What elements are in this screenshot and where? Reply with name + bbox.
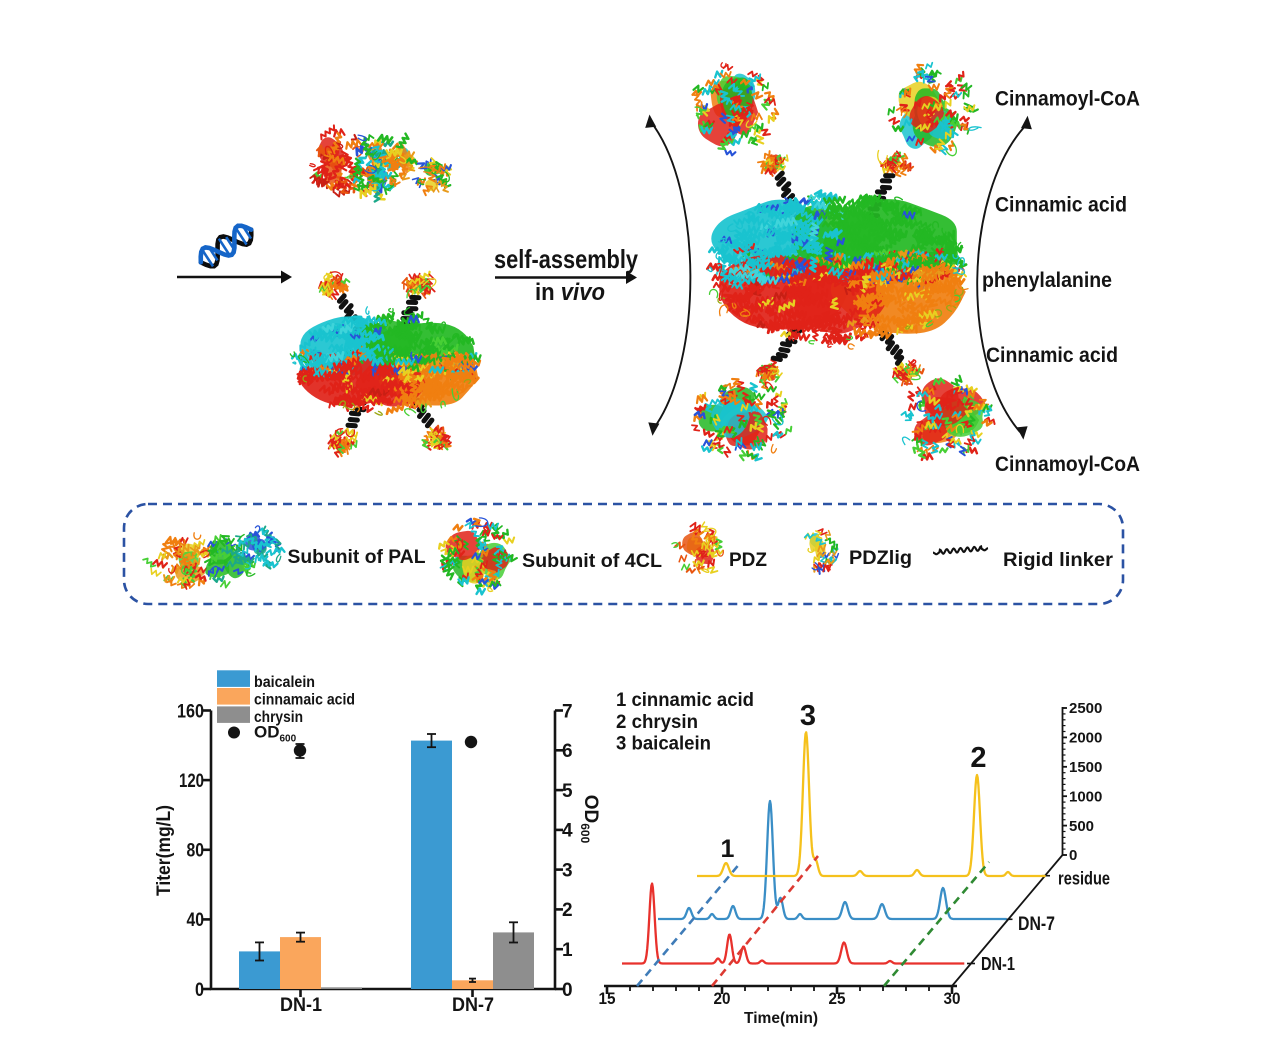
- svg-text:0: 0: [1069, 847, 1077, 864]
- svg-text:500: 500: [1069, 818, 1094, 835]
- svg-text:DN-1: DN-1: [280, 994, 322, 1016]
- svg-text:3 baicalein: 3 baicalein: [616, 734, 711, 755]
- svg-text:Titer(mg/L): Titer(mg/L): [153, 805, 175, 896]
- svg-text:cinnamaic acid: cinnamaic acid: [254, 692, 355, 709]
- svg-text:120: 120: [179, 771, 204, 792]
- svg-text:3: 3: [562, 860, 573, 881]
- svg-text:DN-7: DN-7: [452, 994, 494, 1016]
- svg-text:Rigid linker: Rigid linker: [1003, 550, 1114, 571]
- svg-text:in vivo: in vivo: [535, 279, 605, 306]
- svg-text:baicalein: baicalein: [254, 674, 315, 691]
- svg-text:2000: 2000: [1069, 730, 1102, 747]
- svg-text:1 cinnamic acid: 1 cinnamic acid: [616, 690, 754, 711]
- svg-text:15: 15: [599, 989, 616, 1008]
- svg-text:Cinnamic acid: Cinnamic acid: [986, 344, 1118, 367]
- svg-text:160: 160: [177, 701, 204, 722]
- svg-text:40: 40: [187, 910, 205, 931]
- svg-text:Cinnamoyl-CoA: Cinnamoyl-CoA: [995, 453, 1140, 476]
- svg-text:5: 5: [562, 781, 573, 802]
- svg-text:1: 1: [721, 835, 735, 863]
- svg-text:PDZ: PDZ: [729, 550, 767, 571]
- svg-text:DN-7: DN-7: [1018, 914, 1055, 935]
- svg-text:residue: residue: [1058, 869, 1110, 889]
- svg-text:7: 7: [562, 701, 573, 722]
- svg-text:Time(min): Time(min): [744, 1010, 818, 1027]
- svg-text:phenylalanine: phenylalanine: [982, 269, 1112, 292]
- svg-text:2: 2: [562, 900, 573, 921]
- svg-text:1000: 1000: [1069, 788, 1102, 805]
- svg-text:2500: 2500: [1069, 700, 1102, 717]
- svg-text:1: 1: [562, 940, 573, 961]
- svg-text:25: 25: [829, 989, 846, 1008]
- svg-text:80: 80: [187, 841, 205, 862]
- svg-text:30: 30: [944, 989, 961, 1008]
- svg-text:1500: 1500: [1069, 759, 1102, 776]
- svg-text:Cinnamoyl-CoA: Cinnamoyl-CoA: [995, 88, 1140, 111]
- svg-text:Subunit of 4CL: Subunit of 4CL: [522, 551, 662, 572]
- svg-text:3: 3: [800, 700, 816, 732]
- svg-text:DN-1: DN-1: [981, 954, 1015, 974]
- svg-text:Cinnamic acid: Cinnamic acid: [995, 193, 1127, 216]
- svg-text:self-assembly: self-assembly: [494, 244, 638, 274]
- svg-text:2: 2: [970, 742, 986, 774]
- svg-text:0: 0: [195, 980, 204, 1001]
- svg-text:20: 20: [714, 989, 731, 1008]
- svg-text:4: 4: [562, 821, 573, 842]
- svg-text:0: 0: [562, 980, 573, 1001]
- svg-text:6: 6: [562, 741, 573, 762]
- svg-text:PDZlig: PDZlig: [849, 548, 912, 569]
- svg-text:2 chrysin: 2 chrysin: [616, 712, 698, 733]
- svg-text:Subunit of PAL: Subunit of PAL: [288, 547, 426, 568]
